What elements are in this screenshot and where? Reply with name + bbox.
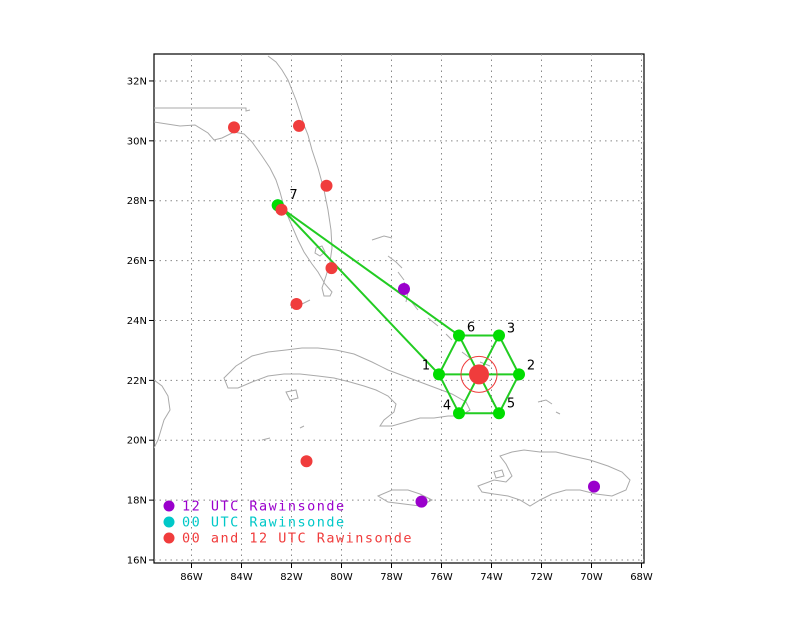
legend-label: 00 UTC Rawinsonde	[182, 515, 346, 531]
yucatan-coast	[154, 379, 171, 449]
lake-okeechobee	[314, 245, 326, 257]
lon-tick-label: 84W	[230, 572, 253, 583]
lat-tick-label: 22N	[127, 376, 147, 387]
point-label-6: 6	[467, 320, 475, 335]
station-purple-marker	[415, 495, 428, 508]
lat-tick-label: 30N	[127, 136, 147, 147]
sample-point-2	[513, 368, 525, 381]
lon-tick-label: 86W	[180, 572, 203, 583]
lon-tick-label: 76W	[430, 572, 453, 583]
station-red-marker	[300, 455, 313, 468]
lat-tick-label: 26N	[127, 256, 147, 267]
sample-point-1	[433, 368, 445, 381]
axis-ticks: 86W 84W 82W 80W 78W 76W 74W 72W 70W 68W 16N 18N 20N 2…	[127, 76, 653, 583]
lat-lon-grid	[154, 54, 644, 563]
storm-center	[460, 355, 498, 393]
lon-tick-label: 68W	[630, 572, 653, 583]
station-red-marker	[275, 203, 288, 216]
jamaica-coast	[376, 489, 434, 507]
georgia-coast	[267, 55, 297, 101]
station-red-marker	[325, 262, 338, 275]
point-label-5: 5	[507, 396, 515, 411]
map-frame	[153, 53, 645, 564]
sample-point-6	[453, 329, 465, 342]
cuba-coast	[223, 347, 471, 427]
triangle-edge	[438, 373, 460, 414]
triangle-edge	[498, 373, 520, 414]
rawinsonde-stations	[228, 119, 600, 508]
point-label-3: 3	[507, 321, 515, 336]
point-label-4: 4	[443, 398, 451, 413]
lat-tick-label: 20N	[127, 436, 147, 447]
lat-tick-label: 16N	[127, 556, 147, 567]
station-red-marker	[228, 121, 240, 134]
triangle-edge	[280, 207, 460, 337]
lon-tick-label: 70W	[580, 572, 603, 583]
isle-of-youth	[285, 389, 299, 401]
station-purple-marker	[588, 480, 600, 493]
station-red-marker	[293, 119, 305, 132]
hispaniola-coast	[477, 449, 631, 507]
sample-point-5	[493, 407, 505, 420]
sample-point-3	[493, 329, 505, 342]
point-labels: 1 2 3 4 5 6 7	[289, 188, 535, 413]
point-label-2: 2	[527, 358, 535, 373]
lon-tick-label: 80W	[330, 572, 353, 583]
legend-marker-purple	[163, 500, 175, 512]
gonave-island	[493, 469, 505, 479]
legend-marker-red	[163, 532, 175, 544]
point-label-1: 1	[422, 358, 430, 373]
lon-tick-label: 74W	[480, 572, 503, 583]
legend-label: 12 UTC Rawinsonde	[182, 499, 346, 515]
station-purple-marker	[398, 283, 410, 296]
legend-label: 00 and 12 UTC Rawinsonde	[182, 531, 413, 547]
lat-tick-label: 28N	[127, 196, 147, 207]
lon-tick-label: 78W	[380, 572, 403, 583]
point-label-7: 7	[289, 188, 297, 203]
cayman-islands	[261, 425, 305, 441]
triangle-edge	[498, 334, 520, 375]
lat-tick-label: 24N	[127, 316, 147, 327]
lat-tick-label: 32N	[127, 76, 147, 87]
center-marker	[469, 364, 489, 385]
station-red-marker	[320, 179, 333, 192]
turks-caicos	[537, 399, 561, 415]
lon-tick-label: 82W	[280, 572, 303, 583]
lat-tick-label: 18N	[127, 496, 147, 507]
triangle-edge	[280, 207, 440, 376]
center-radius-circle	[460, 355, 498, 393]
sample-point-4	[453, 407, 465, 420]
station-red-marker	[290, 298, 303, 311]
triangle-edge	[438, 334, 460, 375]
lon-tick-label: 72W	[530, 572, 553, 583]
us-border-line	[154, 107, 251, 112]
legend-marker-cyan	[163, 516, 175, 528]
